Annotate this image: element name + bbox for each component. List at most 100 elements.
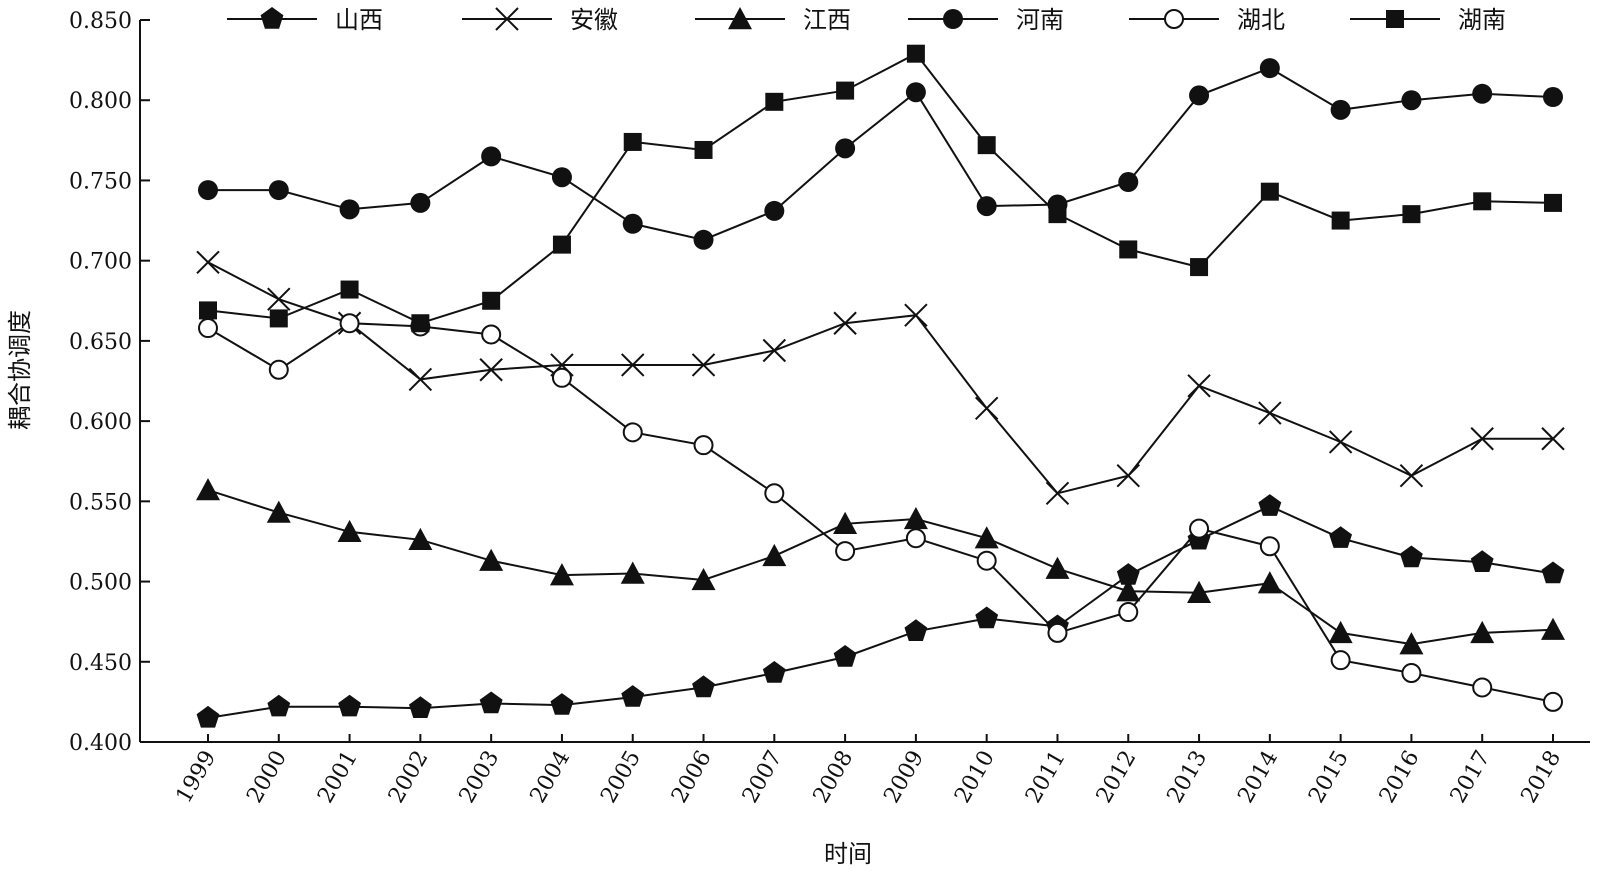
data-point — [481, 324, 502, 345]
x-tick-label: 2009 — [879, 747, 929, 808]
data-point — [409, 696, 432, 718]
data-point — [1541, 427, 1565, 451]
data-point — [974, 526, 999, 549]
legend-label: 湖南 — [1458, 6, 1506, 34]
data-point — [340, 280, 359, 299]
x-tick-label: 2013 — [1163, 747, 1213, 808]
data-point — [1329, 526, 1352, 548]
data-point — [1541, 617, 1565, 640]
series-line — [207, 504, 1554, 719]
series-line — [207, 322, 1554, 703]
legend-item: 湖北 — [1129, 6, 1285, 34]
data-point — [621, 685, 645, 707]
data-point — [833, 511, 858, 534]
data-point — [1258, 494, 1282, 516]
series-line — [207, 52, 1554, 325]
data-point — [196, 705, 220, 728]
x-tick-label: 2003 — [455, 747, 505, 808]
y-tick-label: 0.550 — [69, 490, 132, 515]
legend-item: 山西 — [227, 6, 383, 34]
data-point — [1473, 192, 1492, 211]
legend-marker — [1386, 10, 1404, 28]
data-point — [1543, 87, 1563, 108]
data-point — [836, 81, 855, 100]
data-point — [1045, 481, 1070, 506]
data-point — [1118, 172, 1139, 193]
data-point — [906, 44, 925, 63]
x-tick-label: 2001 — [313, 747, 363, 808]
y-tick-label: 0.750 — [69, 169, 132, 194]
y-tick-label: 0.700 — [69, 250, 132, 275]
y-tick-label: 0.400 — [69, 731, 132, 756]
data-point — [1401, 90, 1422, 111]
series-line — [207, 261, 1553, 495]
data-point — [408, 527, 433, 551]
data-point — [338, 694, 361, 717]
data-point — [835, 138, 856, 159]
data-point — [1259, 536, 1280, 557]
axes: 0.400 0.450 0.500 0.550 0.600 0.650 0.700 0.750… — [69, 9, 1590, 807]
legend-label: 江西 — [803, 6, 851, 34]
x-tick-label: 2010 — [950, 747, 1000, 808]
data-point — [1116, 579, 1141, 602]
data-point — [550, 693, 574, 715]
data-point — [1259, 58, 1280, 79]
series-0 — [196, 494, 1565, 728]
data-point — [693, 229, 714, 250]
data-point — [1399, 463, 1424, 488]
data-point — [693, 435, 714, 456]
series-3 — [198, 58, 1563, 250]
data-point — [267, 287, 291, 311]
data-point — [266, 500, 291, 523]
x-tick-label: 2005 — [596, 747, 646, 808]
data-point — [762, 543, 787, 567]
series-line — [208, 66, 1554, 241]
data-point — [905, 82, 926, 103]
data-point — [267, 694, 291, 717]
data-point — [975, 606, 999, 629]
data-point — [622, 213, 643, 234]
legend: 山西 安徽 江西 河南 湖北 湖南 — [227, 6, 1506, 34]
series-2 — [196, 478, 1565, 655]
legend-marker — [943, 9, 963, 29]
data-point — [1470, 427, 1494, 451]
data-point — [1048, 205, 1067, 224]
y-tick-label: 0.800 — [69, 89, 132, 114]
y-tick-label: 0.500 — [69, 571, 132, 596]
y-tick-label: 0.850 — [69, 9, 132, 34]
data-point — [1544, 193, 1562, 212]
data-point — [621, 353, 645, 377]
x-tick-label: 2014 — [1233, 747, 1283, 808]
series-4 — [198, 313, 1563, 712]
legend-item: 湖南 — [1350, 6, 1506, 34]
data-point — [549, 563, 574, 586]
x-tick-label: 2000 — [242, 747, 292, 808]
x-tick-label: 2017 — [1446, 747, 1496, 808]
data-point — [1401, 663, 1422, 684]
data-point — [268, 359, 289, 380]
data-point — [1470, 620, 1495, 644]
data-point — [622, 422, 643, 443]
data-point — [694, 140, 713, 159]
x-tick-label: 2002 — [384, 747, 434, 808]
x-tick-label: 2007 — [738, 747, 788, 808]
data-point — [198, 318, 218, 339]
data-point — [691, 567, 716, 591]
data-point — [479, 548, 504, 571]
legend-marker — [260, 7, 284, 29]
data-point — [976, 196, 997, 217]
series-line — [207, 489, 1554, 646]
y-ticks: 0.400 0.450 0.500 0.550 0.600 0.650 0.700 0.750… — [69, 9, 150, 756]
data-point — [408, 367, 433, 392]
x-tick-label: 2016 — [1375, 747, 1425, 808]
data-point — [1260, 182, 1279, 201]
x-tick-label: 1999 — [172, 747, 222, 808]
legend-marker — [728, 7, 752, 30]
data-point — [1400, 545, 1423, 568]
x-axis-title: 时间 — [824, 840, 872, 868]
data-point — [1541, 561, 1565, 584]
legend-label: 山西 — [335, 6, 383, 34]
legend-marker — [1164, 9, 1184, 29]
data-point — [479, 691, 503, 714]
